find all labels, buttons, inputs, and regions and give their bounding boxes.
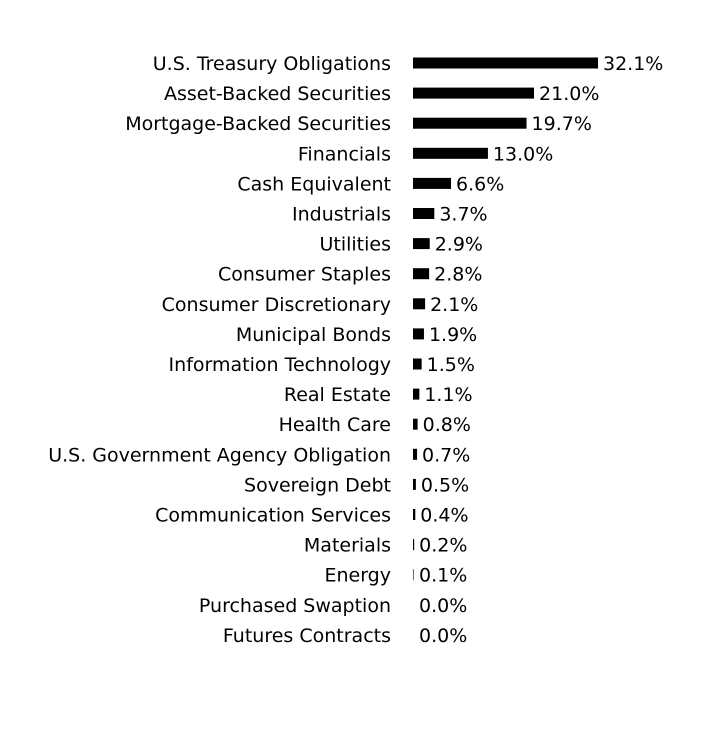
bar [413, 177, 452, 189]
category-label: U.S. Treasury Obligations [153, 53, 391, 75]
category-label: Energy [324, 565, 391, 587]
bar [413, 117, 527, 129]
value-label: 1.5% [427, 354, 475, 376]
value-label: 3.7% [439, 204, 487, 226]
bar [413, 328, 424, 340]
bar [413, 569, 414, 581]
value-label: 13.0% [493, 143, 553, 165]
value-label: 2.1% [430, 294, 478, 316]
category-label: Consumer Staples [218, 264, 391, 286]
value-label: 2.8% [434, 264, 482, 286]
value-labels: 32.1%21.0% 19.7% 13.0% 6.6% 3.7% 2.9% 2.8% 2.1%… [419, 53, 663, 647]
bar [413, 478, 416, 490]
value-label: 0.4% [420, 505, 468, 527]
category-label: Industrials [292, 204, 391, 226]
value-label: 32.1% [603, 53, 663, 75]
category-label: U.S. Government Agency Obligation [48, 444, 391, 466]
value-label: 0.0% [419, 625, 467, 647]
value-label: 6.6% [456, 173, 504, 195]
category-label: Cash Equivalent [237, 173, 391, 195]
value-label: 0.8% [423, 414, 471, 436]
category-label: Futures Contracts [223, 625, 391, 647]
category-label: Health Care [279, 414, 391, 436]
bar [413, 147, 488, 159]
value-label: 2.9% [435, 234, 483, 256]
category-label: Materials [304, 535, 391, 557]
bar [413, 57, 598, 69]
value-label: 0.0% [419, 595, 467, 617]
category-label: Mortgage-Backed Securities [125, 113, 391, 135]
bar [413, 87, 535, 99]
value-label: 0.7% [422, 444, 470, 466]
value-label: 21.0% [539, 83, 599, 105]
bar [413, 208, 435, 219]
category-label: Municipal Bonds [236, 324, 391, 346]
bar [413, 238, 430, 250]
bar [413, 509, 416, 520]
category-label: Information Technology [169, 354, 391, 376]
value-label: 1.9% [429, 324, 477, 346]
bar [413, 448, 418, 460]
category-label: Real Estate [284, 384, 391, 406]
bar [413, 418, 418, 430]
value-label: 0.1% [419, 565, 467, 587]
bar [413, 358, 422, 370]
value-label: 0.2% [419, 535, 467, 557]
category-label: Financials [298, 143, 391, 165]
bars [413, 57, 598, 581]
category-label: Utilities [319, 234, 391, 256]
category-label: Asset-Backed Securities [164, 83, 391, 105]
value-label: 1.1% [424, 384, 472, 406]
value-label: 19.7% [532, 113, 592, 135]
bar [413, 539, 415, 551]
category-labels: U.S. Treasury Obligations Asset-Backed Se… [48, 53, 391, 647]
category-label: Purchased Swaption [199, 595, 391, 617]
category-label: Communication Services [155, 505, 391, 527]
value-label: 0.5% [421, 474, 469, 496]
bar [413, 268, 430, 280]
bar [413, 388, 420, 400]
category-label: Consumer Discretionary [162, 294, 391, 316]
category-label: Sovereign Debt [244, 474, 391, 496]
bar [413, 298, 426, 310]
